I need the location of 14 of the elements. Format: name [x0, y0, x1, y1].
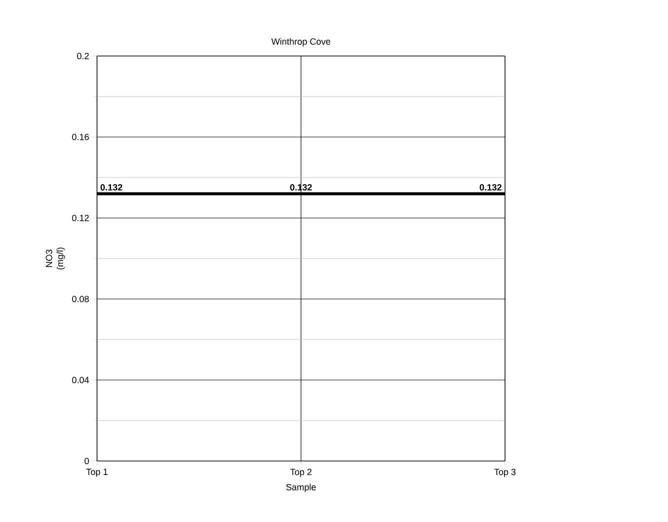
- x-tick-label: Top 2: [290, 468, 312, 477]
- chart-title: Winthrop Cove: [271, 38, 330, 46]
- data-label: 0.132: [100, 184, 122, 190]
- data-label: 0.132: [480, 184, 502, 190]
- y-tick-label: 0.04: [72, 376, 89, 384]
- y-tick-label: 0: [84, 458, 89, 464]
- y-tick-label: 0.16: [72, 134, 89, 140]
- x-tick-label: Top 1: [86, 468, 108, 477]
- y-tick-label: 0.12: [72, 214, 89, 222]
- y-tick-label: 0.08: [72, 296, 89, 302]
- x-tick-label: Top 3: [494, 468, 516, 477]
- x-axis-title: Sample: [286, 484, 316, 492]
- y-tick-label: 0.2: [77, 52, 89, 60]
- y-axis-title: NO3 (mg/l): [46, 248, 65, 270]
